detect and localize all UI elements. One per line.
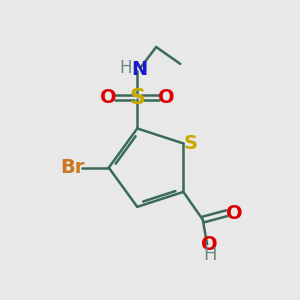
Text: Br: Br [60, 158, 84, 177]
Text: O: O [158, 88, 175, 107]
Text: O: O [201, 235, 218, 254]
Text: O: O [100, 88, 116, 107]
Text: H: H [120, 59, 132, 77]
Text: O: O [226, 204, 243, 223]
Text: S: S [184, 134, 198, 153]
Text: H: H [203, 247, 217, 265]
Text: S: S [129, 88, 145, 107]
Text: N: N [131, 60, 148, 79]
